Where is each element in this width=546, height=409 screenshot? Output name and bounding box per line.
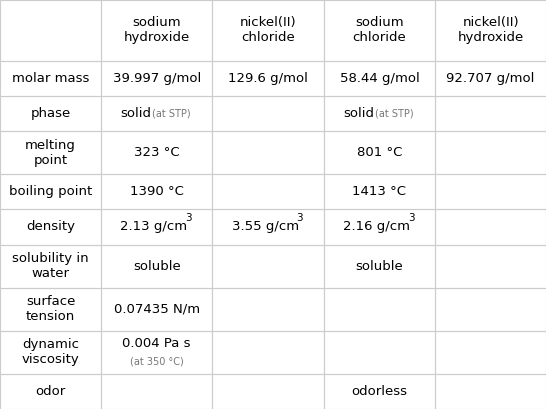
Text: 801 °C: 801 °C — [357, 146, 402, 159]
Bar — [435, 331, 546, 374]
Bar — [212, 288, 324, 331]
Bar — [324, 374, 435, 409]
Text: 3: 3 — [296, 213, 303, 223]
Text: soluble: soluble — [355, 260, 403, 272]
Bar — [101, 174, 212, 209]
Bar — [324, 131, 435, 174]
Text: boiling point: boiling point — [9, 185, 92, 198]
Text: 3: 3 — [185, 213, 192, 223]
Text: 58.44 g/mol: 58.44 g/mol — [340, 72, 419, 85]
Text: 0.004 Pa s: 0.004 Pa s — [122, 337, 191, 350]
Text: odor: odor — [35, 385, 66, 398]
Bar — [0, 0, 101, 61]
Bar — [212, 209, 324, 245]
Bar — [324, 174, 435, 209]
Text: (at STP): (at STP) — [152, 108, 191, 119]
Bar — [212, 131, 324, 174]
Bar — [101, 331, 212, 374]
Bar — [435, 209, 546, 245]
Text: solid: solid — [120, 107, 151, 120]
Bar — [0, 96, 101, 131]
Bar — [212, 96, 324, 131]
Bar — [435, 245, 546, 288]
Bar — [101, 61, 212, 96]
Text: surface
tension: surface tension — [26, 295, 75, 323]
Bar — [435, 174, 546, 209]
Bar — [101, 245, 212, 288]
Text: 323 °C: 323 °C — [134, 146, 180, 159]
Bar — [0, 209, 101, 245]
Bar — [0, 61, 101, 96]
Bar — [435, 96, 546, 131]
Bar — [324, 288, 435, 331]
Bar — [101, 131, 212, 174]
Bar — [324, 209, 435, 245]
Bar — [212, 0, 324, 61]
Text: 2.16 g/cm: 2.16 g/cm — [343, 220, 410, 234]
Bar — [101, 374, 212, 409]
Text: melting
point: melting point — [25, 139, 76, 166]
Bar — [212, 374, 324, 409]
Text: (at STP): (at STP) — [375, 108, 414, 119]
Bar — [0, 174, 101, 209]
Text: soluble: soluble — [133, 260, 181, 272]
Bar — [0, 374, 101, 409]
Text: solubility in
water: solubility in water — [12, 252, 89, 280]
Text: 1413 °C: 1413 °C — [353, 185, 406, 198]
Text: odorless: odorless — [352, 385, 407, 398]
Text: sodium
chloride: sodium chloride — [353, 16, 406, 44]
Text: 0.07435 N/m: 0.07435 N/m — [114, 303, 200, 316]
Text: molar mass: molar mass — [12, 72, 89, 85]
Bar — [324, 0, 435, 61]
Text: dynamic
viscosity: dynamic viscosity — [22, 338, 79, 366]
Bar — [0, 288, 101, 331]
Bar — [435, 131, 546, 174]
Bar — [324, 331, 435, 374]
Bar — [324, 96, 435, 131]
Bar — [435, 0, 546, 61]
Bar — [212, 245, 324, 288]
Bar — [101, 288, 212, 331]
Bar — [101, 96, 212, 131]
Text: 2.13 g/cm: 2.13 g/cm — [121, 220, 187, 234]
Text: density: density — [26, 220, 75, 234]
Text: 129.6 g/mol: 129.6 g/mol — [228, 72, 308, 85]
Text: 3.55 g/cm: 3.55 g/cm — [232, 220, 299, 234]
Bar — [212, 174, 324, 209]
Text: phase: phase — [31, 107, 70, 120]
Text: 92.707 g/mol: 92.707 g/mol — [447, 72, 535, 85]
Bar — [324, 245, 435, 288]
Text: (at 350 °C): (at 350 °C) — [130, 357, 183, 367]
Bar — [435, 61, 546, 96]
Text: nickel(II)
hydroxide: nickel(II) hydroxide — [458, 16, 524, 44]
Text: 3: 3 — [408, 213, 414, 223]
Text: solid: solid — [343, 107, 374, 120]
Bar — [0, 131, 101, 174]
Bar — [212, 331, 324, 374]
Bar — [0, 331, 101, 374]
Bar — [435, 288, 546, 331]
Bar — [101, 0, 212, 61]
Bar — [101, 209, 212, 245]
Text: sodium
hydroxide: sodium hydroxide — [123, 16, 190, 44]
Text: 39.997 g/mol: 39.997 g/mol — [112, 72, 201, 85]
Bar — [324, 61, 435, 96]
Bar — [0, 245, 101, 288]
Bar — [212, 61, 324, 96]
Text: nickel(II)
chloride: nickel(II) chloride — [240, 16, 296, 44]
Bar — [435, 374, 546, 409]
Text: 1390 °C: 1390 °C — [130, 185, 183, 198]
